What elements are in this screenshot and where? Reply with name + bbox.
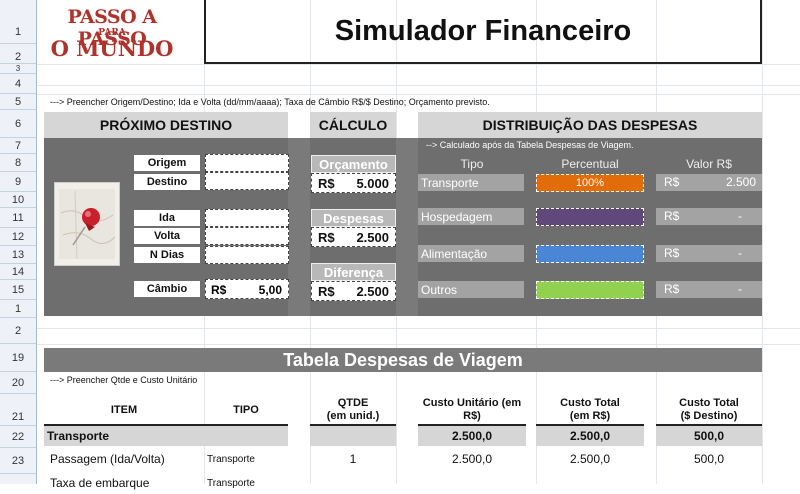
cell-item[interactable]: Taxa de embarque <box>50 476 150 490</box>
ida-input[interactable] <box>205 209 289 227</box>
diferenca-label: Diferença <box>311 263 396 281</box>
col-valor: Valor R$ <box>686 157 732 171</box>
row-number[interactable]: 3 <box>0 64 36 74</box>
dist-valor: R$ - <box>656 281 762 298</box>
row-number[interactable]: 19 <box>0 344 36 372</box>
row-number[interactable]: 8 <box>0 154 36 172</box>
map-pin-icon <box>54 182 120 266</box>
th-item: ITEM <box>110 403 138 416</box>
table-row-group <box>44 426 288 446</box>
panel-gap <box>396 138 418 316</box>
despesas-value: R$ 2.500 <box>311 227 396 247</box>
dist-percent-bar <box>536 208 644 226</box>
ndias-label: N Dias <box>134 247 200 263</box>
cell-total[interactable]: 2.500,0 <box>569 452 611 466</box>
dist-currency: R$ <box>664 246 680 260</box>
volta-label: Volta <box>134 228 200 244</box>
row-number[interactable]: 6 <box>0 110 36 138</box>
cell-total[interactable] <box>536 472 644 494</box>
group-item[interactable]: Transporte <box>47 429 110 443</box>
despesas-label: Despesas <box>311 209 396 227</box>
cell-tipo[interactable]: Transporte <box>207 477 255 489</box>
cell-dest[interactable] <box>656 472 762 494</box>
dist-valor: R$ - <box>656 208 762 225</box>
th-custo-total: Custo Total (em R$) <box>560 397 620 422</box>
diferenca-value: R$ 2.500 <box>311 281 396 301</box>
cell-tipo[interactable]: Transporte <box>207 453 255 465</box>
instruction-top: ---> Preencher Origem/Destino; Ida e Vol… <box>50 97 490 107</box>
dist-percent-bar: 100% <box>536 174 644 192</box>
header-proximo-destino: PRÓXIMO DESTINO <box>44 112 288 138</box>
cell-item[interactable]: Passagem (Ida/Volta) <box>50 452 165 466</box>
row-number[interactable]: 12 <box>0 228 36 246</box>
group-total[interactable]: 2.500,0 <box>569 429 611 443</box>
dist-tipo: Hospedagem <box>418 208 524 225</box>
dist-currency: R$ <box>664 175 680 189</box>
ndias-value[interactable] <box>205 246 289 264</box>
header-calculo: CÁLCULO <box>310 112 396 138</box>
group-dest[interactable]: 500,0 <box>693 429 725 443</box>
origem-label: Origem <box>134 155 200 171</box>
th-custo-unitario: Custo Unitário (em R$) <box>422 397 522 422</box>
cell-unit[interactable] <box>418 472 526 494</box>
cambio-input[interactable]: R$ 5,00 <box>205 279 289 299</box>
page-title: Simulador Financeiro <box>204 0 762 64</box>
panel-gap <box>288 138 310 316</box>
th-qtde: QTDE (em unid.) <box>326 397 380 422</box>
row-number[interactable]: 5 <box>0 94 36 110</box>
row-number[interactable]: 7 <box>0 138 36 154</box>
tabela-instruction: ---> Preencher Qtde e Custo Unitário <box>50 375 198 385</box>
dist-percent-bar <box>536 245 644 263</box>
cell-qtde[interactable] <box>310 472 396 494</box>
dist-valor: R$ 2.500 <box>656 174 762 191</box>
cell-dest[interactable]: 500,0 <box>693 452 725 466</box>
row-number[interactable]: 11 <box>0 208 36 228</box>
row-number[interactable]: 21 <box>0 394 36 426</box>
ida-label: Ida <box>134 210 200 226</box>
row-number[interactable]: 1 <box>0 300 36 318</box>
tabela-title: Tabela Despesas de Viagem <box>44 348 762 372</box>
destino-label: Destino <box>134 174 200 190</box>
origem-input[interactable] <box>205 154 289 172</box>
logo: PASSO A PASSO PARA O MUNDO <box>50 6 174 61</box>
row-number[interactable]: 9 <box>0 172 36 192</box>
th-custo-destino: Custo Total ($ Destino) <box>679 397 739 422</box>
row-number[interactable]: 2 <box>0 44 36 64</box>
row-number[interactable]: 10 <box>0 192 36 208</box>
dist-amount: - <box>738 209 742 223</box>
cell-qtde[interactable]: 1 <box>349 452 357 466</box>
row-number[interactable]: 20 <box>0 372 36 394</box>
orcamento-input[interactable]: R$ 5.000 <box>311 173 396 193</box>
row-number[interactable]: 4 <box>0 74 36 94</box>
dist-amount: 2.500 <box>725 175 756 189</box>
header-distribuicao: DISTRIBUIÇÃO DAS DESPESAS <box>418 112 762 138</box>
row-number[interactable]: 14 <box>0 264 36 280</box>
dist-amount: - <box>738 282 742 296</box>
group-unit[interactable]: 2.500,0 <box>451 429 493 443</box>
cambio-label: Câmbio <box>134 281 200 297</box>
row-number[interactable]: 22 <box>0 426 36 448</box>
dist-tipo: Transporte <box>418 174 524 191</box>
destino-input[interactable] <box>205 172 289 190</box>
dist-valor: R$ - <box>656 245 762 262</box>
cell-unit[interactable]: 2.500,0 <box>451 452 493 466</box>
row-number[interactable]: 15 <box>0 280 36 300</box>
dist-percent-bar <box>536 281 644 299</box>
distribuicao-note: --> Calculado após da Tabela Despesas de… <box>426 140 634 150</box>
orcamento-label: Orçamento <box>311 155 396 173</box>
th-tipo: TIPO <box>233 403 259 416</box>
dist-tipo: Alimentação <box>418 245 524 262</box>
volta-input[interactable] <box>205 227 289 245</box>
row-number[interactable]: 2 <box>0 318 36 344</box>
row-header-column: 1 2 3 4 5 6 7 8 9 10 11 12 13 14 15 1 2 … <box>0 0 37 484</box>
dist-currency: R$ <box>664 209 680 223</box>
dist-currency: R$ <box>664 282 680 296</box>
col-tipo: Tipo <box>460 157 484 171</box>
col-percentual: Percentual <box>561 157 619 171</box>
row-number[interactable]: 1 <box>0 0 36 44</box>
row-number[interactable]: 23 <box>0 448 36 474</box>
dist-tipo: Outros <box>418 281 524 298</box>
row-number[interactable]: 13 <box>0 246 36 264</box>
dist-amount: - <box>738 246 742 260</box>
